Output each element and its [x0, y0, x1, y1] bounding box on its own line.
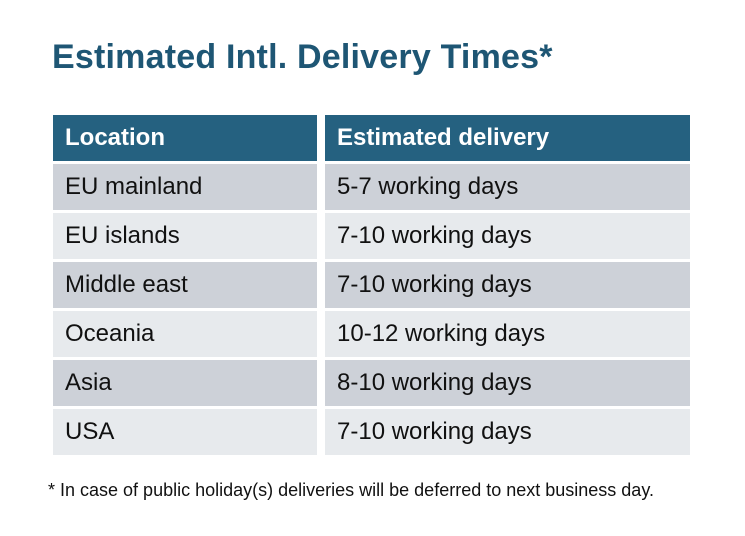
table-cell-delivery: 7-10 working days [325, 409, 690, 455]
page-title: Estimated Intl. Delivery Times* [52, 38, 553, 76]
table-cell-location: EU mainland [53, 164, 317, 210]
table-cell-delivery: 10-12 working days [325, 311, 690, 357]
column-header-location: Location [53, 115, 317, 161]
table-cell-location: EU islands [53, 213, 317, 259]
table-cell-delivery: 7-10 working days [325, 213, 690, 259]
table-cell-delivery: 8-10 working days [325, 360, 690, 406]
table-cell-location: Oceania [53, 311, 317, 357]
table-cell-location: Asia [53, 360, 317, 406]
table-cell-location: USA [53, 409, 317, 455]
delivery-times-table: Location Estimated delivery EU mainland … [53, 115, 690, 455]
table-footnote: * In case of public holiday(s) deliverie… [48, 480, 654, 500]
table-cell-delivery: 7-10 working days [325, 262, 690, 308]
table-cell-location: Middle east [53, 262, 317, 308]
column-header-estimated-delivery: Estimated delivery [325, 115, 690, 161]
table-cell-delivery: 5-7 working days [325, 164, 690, 210]
